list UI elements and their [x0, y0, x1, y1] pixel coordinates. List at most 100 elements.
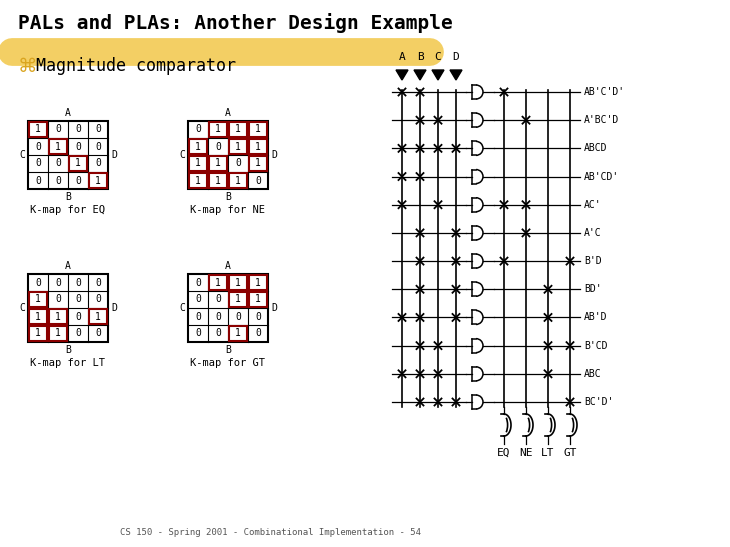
- Text: 1: 1: [215, 277, 221, 288]
- Text: PALs and PLAs: Another Design Example: PALs and PLAs: Another Design Example: [18, 13, 453, 33]
- Text: B'D: B'D: [584, 256, 602, 266]
- Text: D: D: [271, 150, 277, 160]
- Text: ⌘: ⌘: [18, 56, 37, 75]
- Text: 0: 0: [55, 277, 61, 288]
- Text: 1: 1: [195, 176, 201, 185]
- Text: C: C: [19, 150, 25, 160]
- Text: AC': AC': [584, 200, 602, 210]
- Text: BD': BD': [584, 284, 602, 294]
- Text: GT: GT: [564, 448, 577, 458]
- Text: EQ: EQ: [497, 448, 511, 458]
- Text: 0: 0: [255, 329, 261, 339]
- Text: B: B: [65, 345, 71, 355]
- Text: AB'D: AB'D: [584, 312, 607, 322]
- Text: 0: 0: [195, 294, 201, 305]
- Text: 1: 1: [55, 329, 61, 339]
- Text: 0: 0: [75, 294, 81, 305]
- Text: 1: 1: [55, 311, 61, 322]
- Text: 1: 1: [235, 329, 241, 339]
- Text: 0: 0: [35, 142, 41, 152]
- Text: CS 150 - Spring 2001 - Combinational Implementation - 54: CS 150 - Spring 2001 - Combinational Imp…: [120, 528, 420, 537]
- Bar: [89, 309, 107, 324]
- Text: 0: 0: [215, 311, 221, 322]
- Text: 0: 0: [95, 125, 101, 135]
- Polygon shape: [450, 70, 462, 80]
- Bar: [49, 139, 67, 154]
- Bar: [89, 173, 107, 188]
- Bar: [249, 122, 267, 137]
- Text: D: D: [453, 52, 459, 62]
- Bar: [28, 292, 47, 307]
- Text: 1: 1: [55, 142, 61, 152]
- Bar: [188, 274, 268, 342]
- Text: 0: 0: [55, 125, 61, 135]
- Text: 0: 0: [215, 142, 221, 152]
- Text: 1: 1: [235, 277, 241, 288]
- Text: B: B: [417, 52, 423, 62]
- Bar: [28, 122, 47, 137]
- Bar: [69, 156, 87, 171]
- Text: 0: 0: [75, 125, 81, 135]
- Bar: [228, 326, 247, 341]
- Text: 1: 1: [215, 176, 221, 185]
- Bar: [189, 139, 207, 154]
- Text: K-map for LT: K-map for LT: [31, 358, 106, 368]
- Text: 0: 0: [35, 277, 41, 288]
- Text: 0: 0: [215, 329, 221, 339]
- Text: 0: 0: [75, 311, 81, 322]
- Text: K-map for NE: K-map for NE: [191, 205, 266, 215]
- Bar: [228, 173, 247, 188]
- Bar: [228, 292, 247, 307]
- Text: K-map for GT: K-map for GT: [191, 358, 266, 368]
- Text: 0: 0: [95, 159, 101, 168]
- Text: 1: 1: [255, 125, 261, 135]
- Text: 1: 1: [255, 142, 261, 152]
- Text: C: C: [179, 150, 185, 160]
- Text: LT: LT: [541, 448, 555, 458]
- Bar: [188, 121, 268, 189]
- Text: A: A: [225, 108, 231, 118]
- Text: 1: 1: [35, 125, 41, 135]
- Text: 0: 0: [75, 329, 81, 339]
- Text: 1: 1: [95, 176, 101, 185]
- Polygon shape: [432, 70, 444, 80]
- Bar: [28, 309, 47, 324]
- Bar: [209, 156, 227, 171]
- Text: 1: 1: [75, 159, 81, 168]
- Bar: [249, 275, 267, 290]
- Text: C: C: [434, 52, 442, 62]
- Text: 1: 1: [195, 159, 201, 168]
- Text: D: D: [111, 303, 117, 313]
- Text: 1: 1: [235, 125, 241, 135]
- Polygon shape: [414, 70, 426, 80]
- Text: 1: 1: [255, 277, 261, 288]
- Bar: [249, 292, 267, 307]
- Text: 0: 0: [215, 294, 221, 305]
- Bar: [209, 122, 227, 137]
- Text: 1: 1: [35, 311, 41, 322]
- Text: A: A: [65, 261, 71, 271]
- Text: 0: 0: [235, 311, 241, 322]
- Text: 1: 1: [35, 294, 41, 305]
- Text: 0: 0: [35, 159, 41, 168]
- Text: 1: 1: [235, 294, 241, 305]
- Bar: [49, 309, 67, 324]
- Text: 0: 0: [35, 176, 41, 185]
- Text: 0: 0: [195, 311, 201, 322]
- Text: 0: 0: [75, 176, 81, 185]
- Text: A'BC'D: A'BC'D: [584, 115, 619, 125]
- Bar: [28, 326, 47, 341]
- Text: 0: 0: [75, 277, 81, 288]
- Bar: [28, 274, 108, 342]
- Text: B: B: [65, 192, 71, 202]
- Text: 1: 1: [215, 125, 221, 135]
- Text: C: C: [19, 303, 25, 313]
- Text: 0: 0: [195, 329, 201, 339]
- Text: NE: NE: [519, 448, 533, 458]
- Text: 0: 0: [195, 277, 201, 288]
- Bar: [228, 139, 247, 154]
- Text: A: A: [65, 108, 71, 118]
- Text: 0: 0: [55, 176, 61, 185]
- Text: AB'CD': AB'CD': [584, 172, 619, 182]
- Text: 0: 0: [95, 294, 101, 305]
